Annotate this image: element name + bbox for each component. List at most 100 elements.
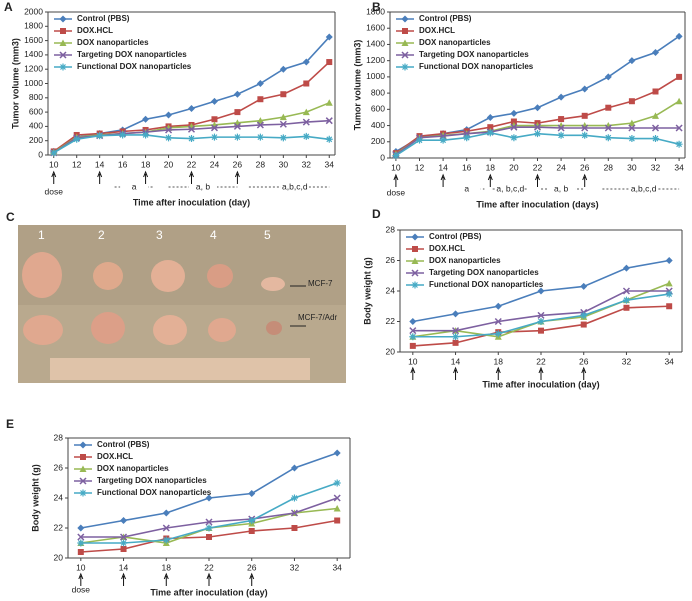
point: [248, 490, 256, 497]
dose-arrow: [487, 173, 493, 187]
point: [165, 134, 173, 142]
photo-number: 2: [98, 228, 105, 242]
point: [142, 115, 150, 123]
panel-label: B: [372, 0, 381, 14]
x-tick-label: 26: [247, 562, 257, 572]
point: [557, 131, 565, 139]
point: [248, 517, 256, 524]
point: [188, 135, 195, 143]
point: [412, 246, 418, 252]
dose-arrow: [440, 173, 446, 187]
point: [333, 479, 341, 487]
point: [537, 287, 545, 295]
y-axis-label: Body weight (g): [30, 464, 40, 532]
point: [452, 310, 460, 318]
x-tick-label: 24: [210, 159, 220, 169]
y-tick-label: 22: [386, 316, 396, 326]
point: [210, 97, 218, 105]
point: [334, 517, 341, 524]
point: [581, 85, 589, 93]
tumor: [93, 262, 123, 290]
y-tick-label: 0: [38, 149, 43, 159]
photo-number: 1: [38, 228, 45, 242]
point: [326, 59, 333, 66]
point: [665, 290, 673, 298]
point: [77, 524, 85, 532]
point: [205, 524, 213, 532]
y-axis-label: Body weight (g): [362, 257, 372, 325]
dose-arrow: [495, 366, 501, 380]
dose-arrow: [121, 572, 127, 586]
photo-shade: [18, 225, 346, 305]
legend-label: DOX nanoparticles: [77, 38, 149, 47]
legend-label: Functional DOX nanoparticles: [429, 280, 544, 289]
point: [256, 117, 264, 124]
y-tick-label: 1200: [24, 63, 43, 73]
legend-label: DOX nanoparticles: [429, 256, 501, 265]
point: [256, 80, 264, 87]
point: [162, 524, 170, 532]
annotation: a,b,c,d: [282, 181, 308, 191]
point: [325, 117, 333, 125]
point: [401, 63, 409, 71]
photo-number: 5: [264, 228, 271, 242]
x-tick-label: 34: [674, 162, 684, 172]
point: [79, 489, 87, 497]
x-tick-label: 24: [556, 162, 566, 172]
y-tick-label: 800: [371, 87, 385, 97]
series-line: [395, 76, 680, 154]
legend-label: Targeting DOX nanoparticles: [97, 476, 207, 485]
x-axis-label: Time after inoculation (day): [133, 197, 250, 207]
point: [510, 123, 518, 131]
x-tick-label: 10: [408, 356, 418, 366]
dose-arrow: [582, 173, 588, 187]
point: [206, 534, 212, 540]
point: [80, 454, 86, 460]
point: [581, 131, 589, 139]
x-tick-label: 20: [509, 162, 519, 172]
bracket-label-bg: [629, 184, 658, 194]
point: [120, 539, 128, 547]
point: [119, 131, 127, 139]
dose-arrow: [535, 173, 540, 187]
point: [537, 311, 545, 319]
point: [290, 509, 298, 517]
dose-label: dose: [45, 186, 64, 196]
x-tick-label: 22: [187, 159, 197, 169]
bracket-label-bg: [280, 182, 309, 192]
point: [188, 105, 195, 113]
x-tick-label: 16: [118, 159, 128, 169]
point: [416, 136, 423, 144]
point: [494, 302, 502, 310]
point: [652, 112, 659, 119]
x-tick-label: 10: [76, 562, 86, 572]
x-tick-label: 22: [533, 162, 543, 172]
point: [558, 116, 565, 123]
x-tick-label: 32: [302, 159, 312, 169]
point: [333, 449, 341, 457]
point: [333, 505, 341, 512]
point: [652, 135, 659, 143]
bracket-label-bg: [547, 184, 576, 194]
point: [59, 15, 67, 23]
point: [628, 57, 636, 65]
point: [162, 536, 170, 544]
point: [120, 517, 128, 524]
y-tick-label: 0: [380, 152, 385, 162]
chart: 10 14 18 22 26 32 34 20 22 24 26 28 E Time after inoc…: [6, 417, 351, 597]
point: [77, 539, 85, 547]
point: [280, 91, 287, 98]
point: [303, 80, 310, 87]
point: [652, 49, 659, 57]
point: [494, 330, 502, 338]
point: [411, 281, 419, 289]
point: [622, 264, 630, 272]
x-tick-label: 32: [290, 562, 300, 572]
point: [96, 132, 104, 140]
series-line: [412, 305, 670, 347]
tumor: [91, 312, 125, 344]
legend-label: Functional DOX nanoparticles: [97, 488, 212, 497]
point: [333, 494, 341, 502]
